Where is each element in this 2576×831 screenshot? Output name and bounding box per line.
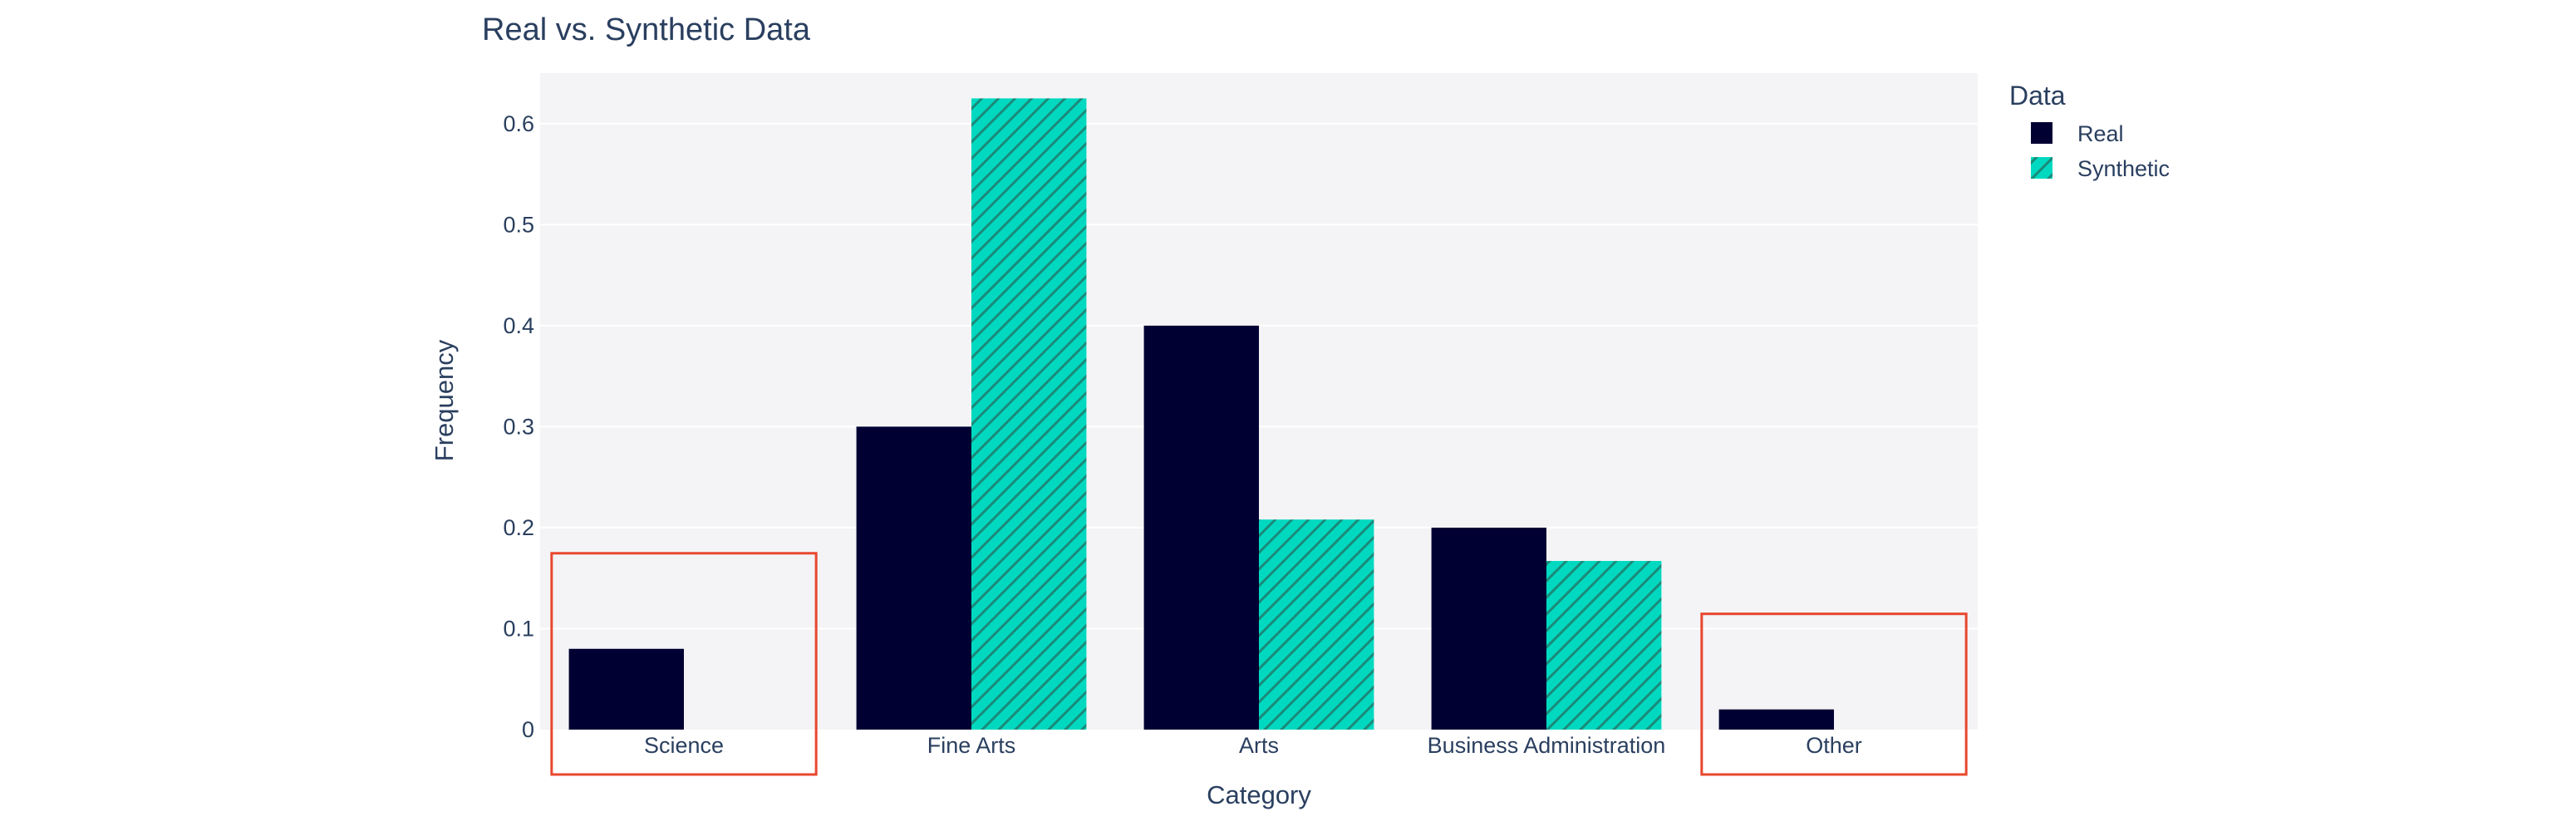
legend-title: Data bbox=[2009, 81, 2066, 111]
y-axis-ticks: 0 0.1 0.2 0.3 0.4 0.5 0.6 bbox=[503, 111, 534, 742]
x-tick-label: Arts bbox=[1239, 733, 1279, 758]
y-tick-label: 0.6 bbox=[503, 111, 534, 136]
legend-item-synthetic[interactable]: Synthetic bbox=[2031, 156, 2170, 181]
highlight-box-other bbox=[1700, 612, 1968, 776]
legend-label-real: Real bbox=[2077, 121, 2124, 146]
bar-real-science[interactable] bbox=[568, 648, 684, 730]
bar-real-fine-arts[interactable] bbox=[856, 426, 971, 730]
x-tick-label: Science bbox=[644, 733, 724, 758]
bars bbox=[568, 98, 1834, 730]
y-tick-label: 0 bbox=[522, 717, 534, 742]
bar-real-other[interactable] bbox=[1718, 709, 1834, 730]
bar-synthetic-fine-arts[interactable] bbox=[971, 98, 1087, 730]
y-tick-label: 0.1 bbox=[503, 616, 534, 641]
x-axis-title: Category bbox=[1207, 780, 1311, 809]
bar-synthetic-business-administration[interactable] bbox=[1546, 561, 1662, 730]
legend-swatch-real bbox=[2031, 122, 2052, 144]
y-tick-label: 0.4 bbox=[503, 313, 534, 338]
legend[interactable]: Data Real Synthetic bbox=[2009, 81, 2170, 181]
legend-item-real[interactable]: Real bbox=[2031, 121, 2124, 146]
y-axis-title: Frequency bbox=[430, 339, 459, 461]
x-tick-label: Fine Arts bbox=[927, 733, 1016, 758]
y-tick-label: 0.5 bbox=[503, 212, 534, 237]
bar-real-business-administration[interactable] bbox=[1431, 527, 1546, 730]
legend-swatch-synthetic bbox=[2031, 157, 2052, 179]
y-tick-label: 0.2 bbox=[503, 515, 534, 540]
x-tick-label: Other bbox=[1806, 733, 1862, 758]
legend-label-synthetic: Synthetic bbox=[2077, 156, 2170, 181]
y-tick-label: 0.3 bbox=[503, 414, 534, 439]
highlight-boxes bbox=[550, 552, 1968, 776]
chart-title: Real vs. Synthetic Data bbox=[482, 12, 811, 47]
x-axis-ticks: Science Fine Arts Arts Business Administrat… bbox=[644, 733, 1862, 758]
x-tick-label: Business Administration bbox=[1428, 733, 1666, 758]
bar-real-arts[interactable] bbox=[1143, 325, 1259, 730]
bar-synthetic-arts[interactable] bbox=[1259, 519, 1374, 730]
highlight-box-science bbox=[550, 552, 818, 776]
